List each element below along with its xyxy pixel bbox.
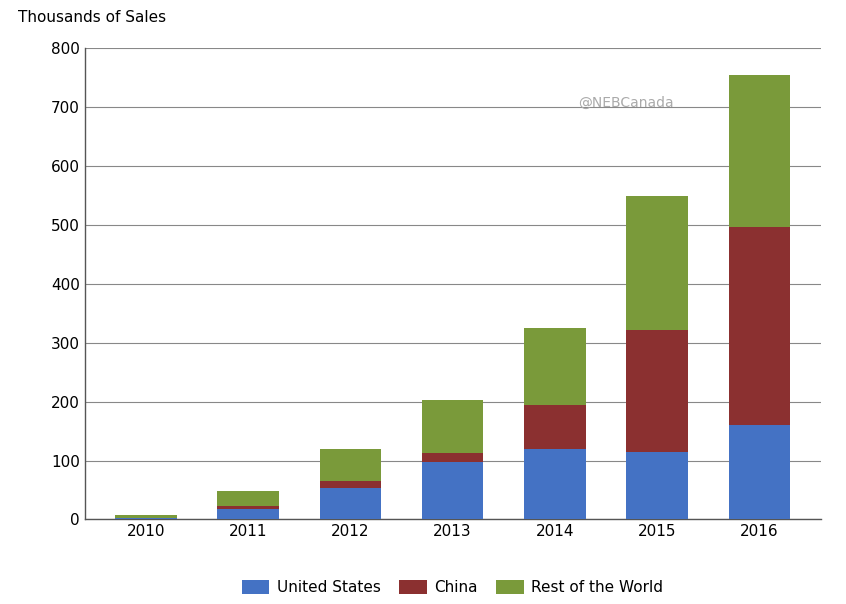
Bar: [217, 491, 279, 506]
Bar: [320, 449, 381, 481]
Bar: [115, 518, 177, 519]
Bar: [626, 452, 688, 519]
Bar: [728, 76, 790, 226]
Bar: [728, 425, 790, 519]
Text: @NEBCanada: @NEBCanada: [578, 95, 673, 109]
Bar: [320, 488, 381, 519]
Bar: [525, 328, 585, 405]
Bar: [217, 506, 279, 509]
Bar: [626, 330, 688, 452]
Legend: United States, China, Rest of the World: United States, China, Rest of the World: [236, 574, 669, 602]
Bar: [422, 462, 483, 519]
Bar: [626, 196, 688, 330]
Bar: [422, 454, 483, 462]
Bar: [422, 400, 483, 454]
Bar: [525, 449, 585, 519]
Bar: [115, 515, 177, 518]
Text: Thousands of Sales: Thousands of Sales: [19, 10, 167, 25]
Bar: [525, 405, 585, 449]
Bar: [728, 226, 790, 425]
Bar: [320, 481, 381, 488]
Bar: [217, 509, 279, 519]
